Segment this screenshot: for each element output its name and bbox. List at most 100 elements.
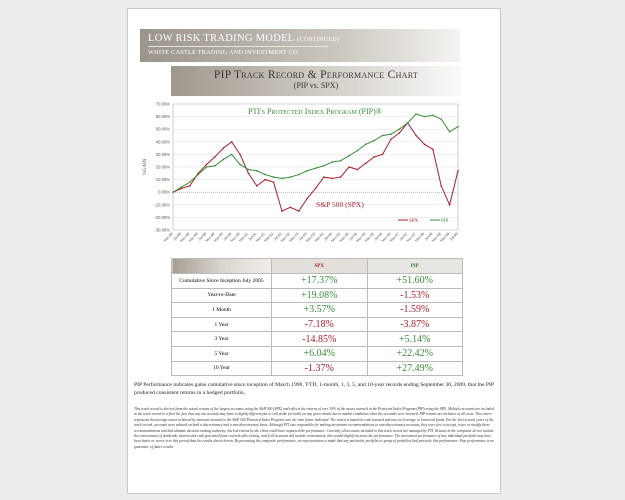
x-tick-label: Mar-03 [289,232,300,243]
spx-value: +3.57% [271,302,368,318]
chart-subtitle: (PIP vs. SPX) [293,81,339,90]
data-point-spx [205,163,208,166]
x-tick-label: Jul-05 [348,232,358,242]
pip-value: -3.87% [366,316,463,333]
data-point-pip [256,169,258,172]
table-header-blank [171,258,272,274]
data-point-pip [457,125,459,128]
y-tick-label: 40.00% [156,139,170,144]
data-point-pip [432,114,434,117]
x-tick-label: Jul-01 [248,232,258,242]
table-row: Cumulative Since Inception July 2005 +17.… [171,273,463,289]
data-point-pip [222,158,225,161]
header-divider [148,46,328,47]
data-point-pip [323,164,325,167]
data-point-spx [188,185,191,187]
table-row: 1 Month +3.57% -1.59% [171,302,463,318]
data-point-pip [423,115,426,118]
pip-value: +22.42% [366,345,463,362]
table-header-row: SPX PIP [171,258,463,274]
data-point-spx [448,204,451,206]
x-tick-label: Nov-07 [406,232,417,243]
x-tick-label: Mar-05 [339,232,350,243]
data-point-pip [230,153,233,156]
data-point-pip [205,166,208,168]
x-tick-label: Jul-07 [399,232,409,242]
x-tick-label: Nov-02 [280,232,291,243]
data-point-spx [440,185,443,187]
data-point-pip [331,161,334,163]
data-point-pip [197,173,199,176]
x-tick-label: Jul-06 [374,232,384,242]
row-label: 1 Year [171,316,272,333]
data-point-spx [331,177,334,180]
y-tick-label: 50.00% [156,127,170,132]
table-row: 1 Year -7.18% -3.87% [171,316,463,333]
data-point-spx [314,187,317,190]
data-point-spx [390,138,392,141]
data-point-pip [373,139,375,142]
y-tick-label: -30.00% [154,228,170,233]
data-point-pip [381,134,384,137]
legend-label-pip: PIP [441,219,448,224]
chart-title-band: PIP Track Record & Performance Chart (PI… [171,66,461,96]
y-tick-label: 70.00% [156,102,170,107]
x-tick-label: Mar-04 [314,232,325,243]
data-point-pip [239,163,241,166]
data-point-spx [222,147,225,149]
pip-value: +51.60% [366,273,463,289]
performance-chart: -30.00% -20.00% -10.00% 0.00% 10.00% 20.00% 30… [143,102,459,243]
data-point-pip [272,176,275,178]
table-row: Year-to-Date +19.08% -1.53% [171,287,463,304]
y-tick-label: 10.00% [156,177,170,182]
data-point-spx [256,185,258,187]
x-tick-label: Nov-00 [230,232,241,243]
data-point-pip [172,191,174,193]
row-label: 3 Year [171,331,272,347]
spx-value: -14.85% [271,331,368,347]
row-label: 1 Month [171,302,272,318]
x-tick-label: Nov-01 [255,232,266,243]
x-tick-label: Nov-05 [355,232,366,243]
data-point-pip [415,113,417,115]
data-point-spx [289,206,292,209]
data-point-pip [356,149,359,152]
data-point-pip [214,164,216,167]
x-tick-label: Nov-06 [381,232,392,243]
data-point-pip [390,133,392,136]
spx-value: -1.37% [271,360,368,377]
x-tick-label: Mar-98 [163,232,174,243]
data-point-pip [297,173,300,176]
x-tick-label: Nov-99 [205,232,216,243]
y-tick-label: -10.00% [154,202,170,207]
data-point-spx [272,181,275,183]
data-point-pip [306,169,308,172]
legend-label-spx: SPX [409,219,419,224]
data-point-spx [423,143,426,146]
data-point-spx [264,178,267,181]
data-point-spx [247,172,250,175]
data-point-pip [281,177,283,180]
data-point-pip [448,130,451,133]
data-point-spx [323,176,325,178]
x-tick-label: Mar-07 [389,232,400,243]
spx-value: +17.37% [271,273,368,289]
performance-table: SPX PIP Cumulative Since Inception July … [171,258,463,377]
y-tick-label: 20.00% [156,165,170,170]
spx-annotation: S&P 500 (SPX) [316,200,364,209]
spx-value: +19.08% [271,287,368,304]
x-tick-label: Jul-03 [298,232,308,242]
x-tick-label: Jul-08 [424,232,434,242]
spx-value: +6.04% [271,345,368,362]
y-tick-label: 60.00% [156,114,170,119]
pip-value: +5.14% [366,331,463,347]
x-tick-label: Jul-04 [323,232,333,242]
page-header: LOW RISK TRADING MODEL (CONTINUED) WHITE… [140,29,460,62]
header-title-text: LOW RISK TRADING MODEL [148,33,295,44]
data-point-pip [289,176,292,178]
data-point-spx [180,187,183,190]
data-point-spx [457,169,459,172]
document-page: LOW RISK TRADING MODEL (CONTINUED) WHITE… [127,8,501,494]
data-point-spx [348,166,350,168]
x-tick-label: Mar-02 [263,232,274,243]
